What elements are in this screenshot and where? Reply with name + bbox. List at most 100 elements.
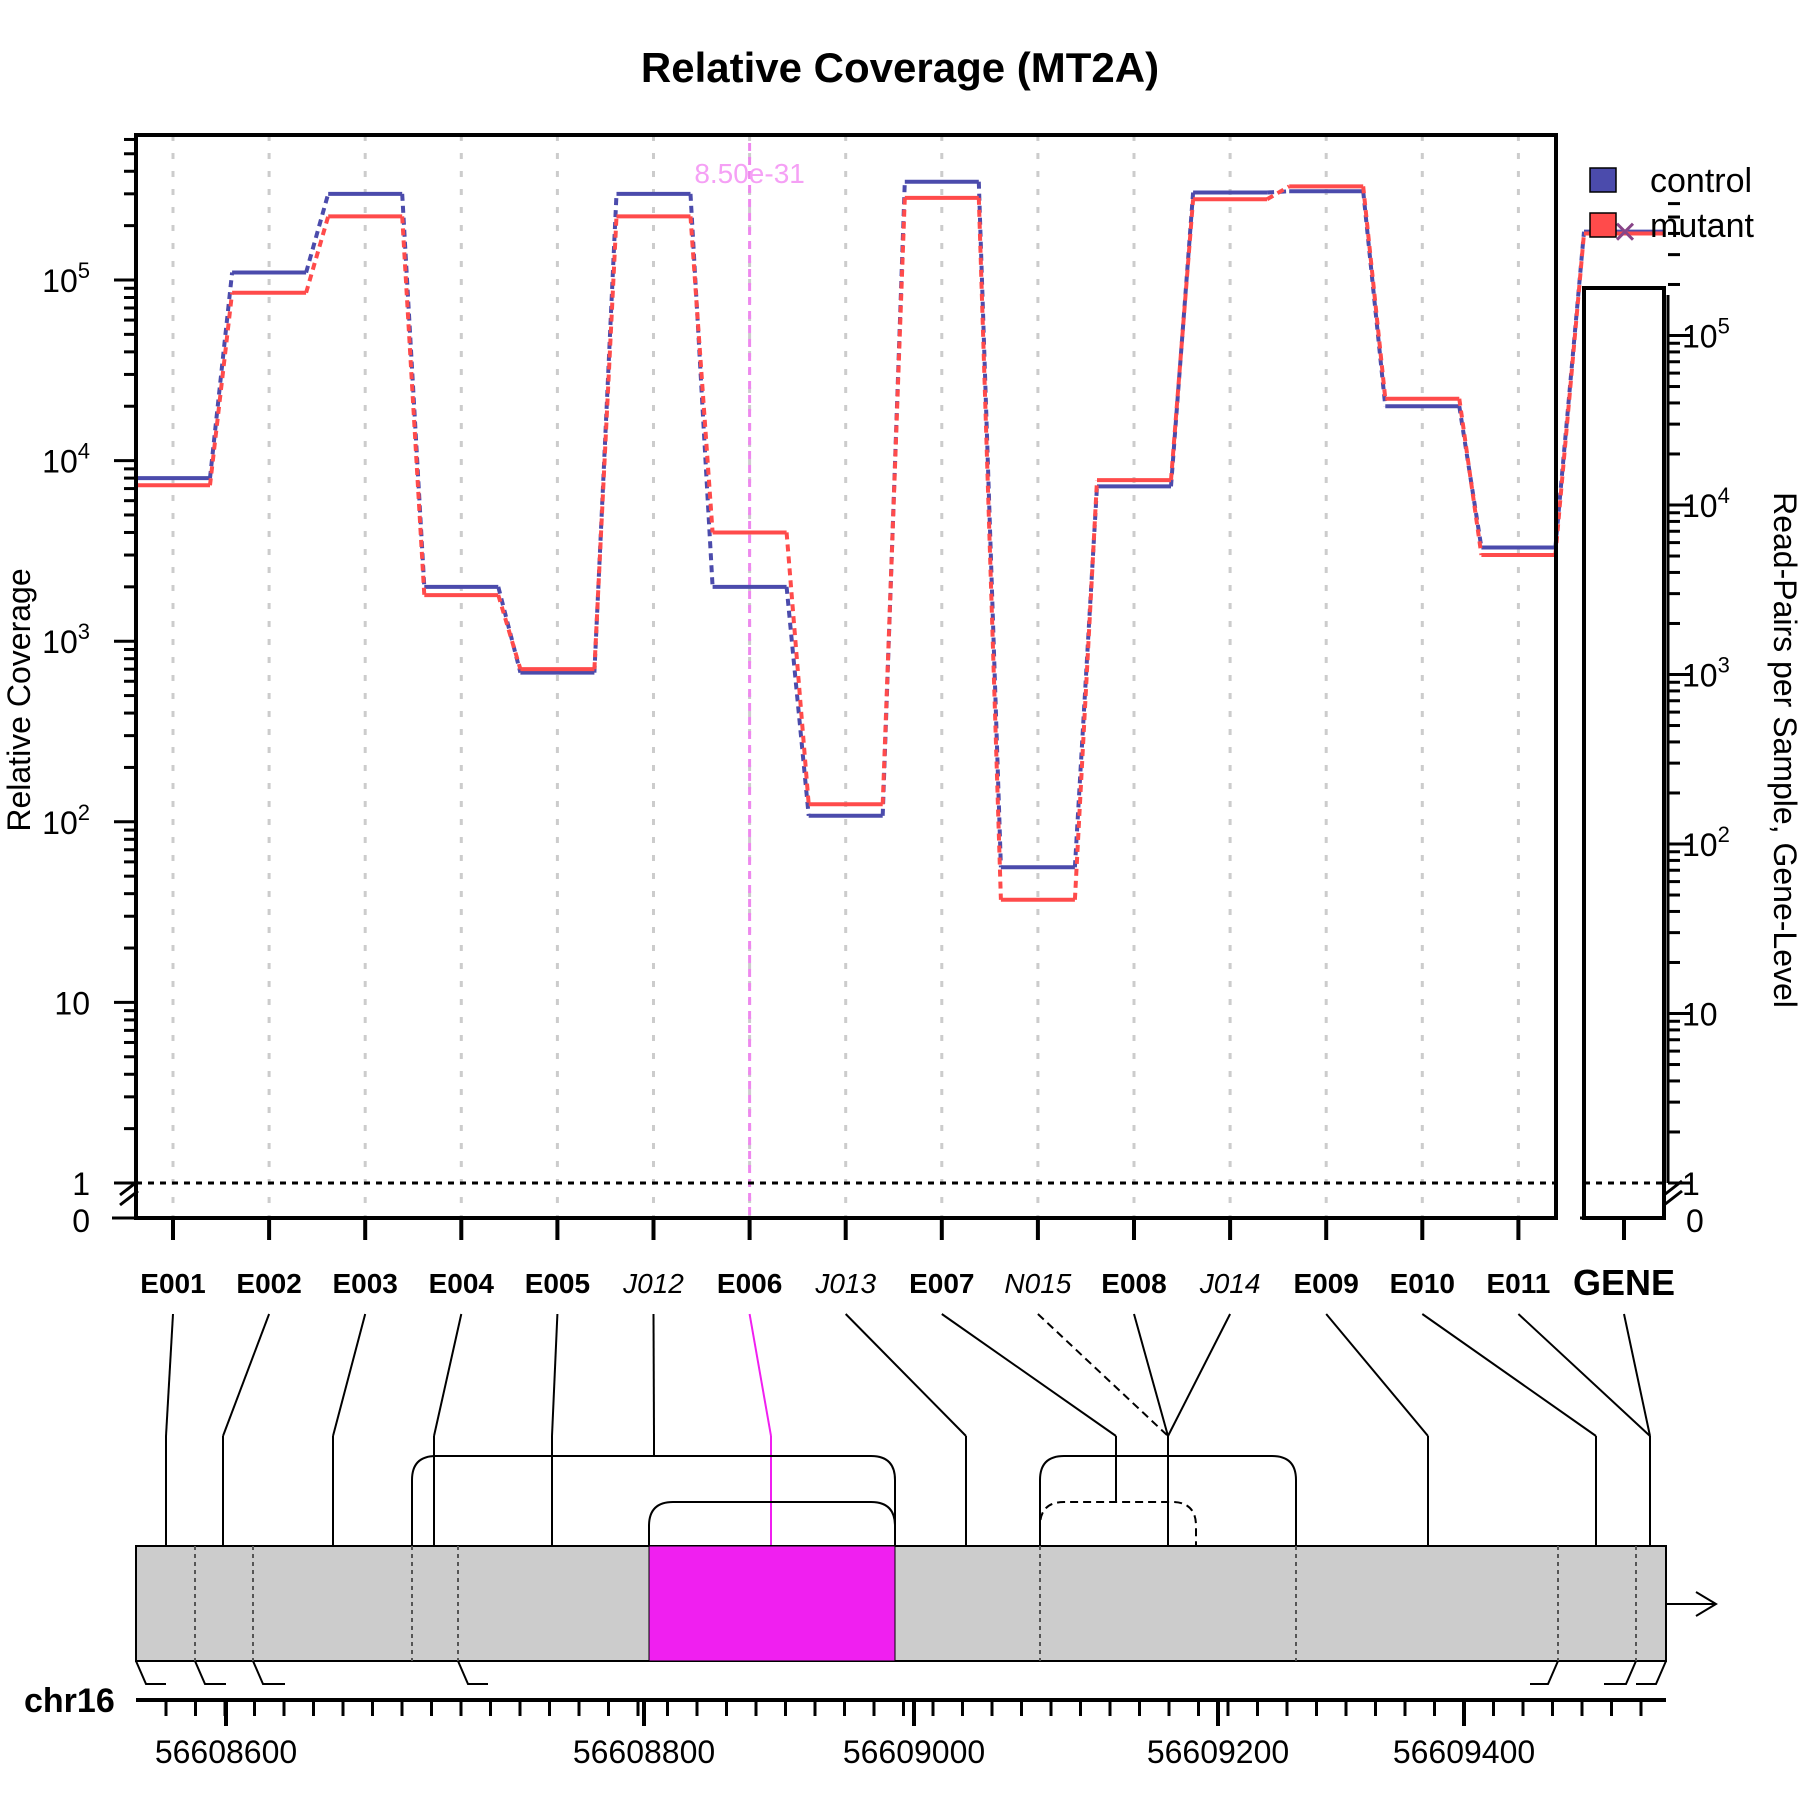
connector-E002 [222, 1313, 271, 1437]
mutant-connector [688, 216, 715, 533]
feature-connectors [165, 1313, 1651, 1546]
junction-arc-J014 [1039, 1455, 1297, 1546]
genome-tick-label: 56609400 [1393, 1734, 1535, 1770]
y-axis-label: Relative Coverage [1, 568, 37, 831]
feature-label-E003: E003 [332, 1268, 397, 1299]
gene-body [135, 1545, 1667, 1662]
segment-tick [135, 1660, 166, 1685]
feature-label-E011: E011 [1486, 1268, 1550, 1299]
connector-E008 [1133, 1313, 1169, 1437]
genome-tick-label: 56608800 [573, 1734, 715, 1770]
feature-label-E001: E001 [140, 1268, 205, 1299]
legend-swatch-control [1589, 167, 1617, 193]
genome-tick-label: 56609200 [1147, 1734, 1289, 1770]
connector-N015 [1037, 1313, 1169, 1437]
junction-arc-J013 [648, 1501, 896, 1546]
control-connector [1266, 189, 1290, 195]
feature-label-J014: J014 [1199, 1268, 1261, 1299]
connector-E010 [1421, 1313, 1597, 1437]
connector-E009 [1325, 1313, 1429, 1437]
y2-tick-label: 10 [1682, 997, 1718, 1033]
junction-arc-J012 [411, 1455, 896, 1546]
segment-tick [252, 1660, 285, 1685]
control-connector [208, 272, 235, 479]
connector-J014 [1167, 1313, 1231, 1437]
connector-E003 [332, 1313, 367, 1437]
chromosome-label: chr16 [24, 1682, 115, 1720]
y-tick-label: 104 [42, 439, 90, 480]
feature-label-E008: E008 [1101, 1268, 1166, 1299]
gene-marker [1615, 222, 1635, 241]
axis-break-mark [119, 1189, 139, 1207]
feature-label-E005: E005 [525, 1268, 590, 1299]
mutant-connector [592, 216, 619, 670]
gene-label: GENE [1573, 1262, 1675, 1303]
control-connector [784, 586, 811, 816]
mutant-connector [208, 292, 235, 486]
connector-J013 [844, 1313, 967, 1437]
mutant-connector [880, 197, 907, 805]
gene-level-panel: 1 10 102 103 104 105 0 [1580, 202, 1730, 1240]
feature-label-E010: E010 [1390, 1268, 1455, 1299]
y-tick-label: 10 [54, 985, 90, 1021]
feature-label-E004: E004 [429, 1268, 495, 1299]
segment-tick [457, 1660, 488, 1685]
chart-title: Relative Coverage (MT2A) [641, 44, 1159, 91]
y2-tick-exponent: 5 [1718, 314, 1730, 339]
connector-gene [1623, 1313, 1651, 1437]
y2-tick-label: 103 [1682, 653, 1730, 694]
axis-break-mark [1663, 1179, 1683, 1197]
feature-label-J013: J013 [814, 1268, 876, 1299]
connector-E001 [165, 1313, 174, 1437]
feature-label-E007: E007 [909, 1268, 974, 1299]
legend-label-mutant: mutant [1650, 207, 1754, 245]
mutant-connector [400, 216, 427, 596]
strand-arrow [1666, 1591, 1718, 1617]
y2-axis-label: Read-Pairs per Sample, Gene-Level [1767, 492, 1800, 1008]
main-plot-area: 8.50e-31 1 10 102 103 104 105 0 [42, 133, 1586, 1240]
feature-label-N015: N015 [1004, 1268, 1071, 1299]
genome-tick-label: 56608600 [155, 1734, 297, 1770]
mutant-connector [304, 215, 331, 294]
y-tick-label: 102 [42, 800, 90, 841]
y-tick-exponent: 5 [78, 258, 90, 283]
y2-tick-label: 1 [1682, 1166, 1700, 1202]
mutant-connector [784, 532, 811, 805]
genomic-coordinate-axis: chr16 56608600 56608800 56609000 56609200 566… [24, 1682, 1666, 1770]
legend-label-control: control [1650, 162, 1752, 200]
y-tick-label: 103 [42, 619, 90, 660]
feature-label-J012: J012 [622, 1268, 684, 1299]
y-tick-label: 105 [42, 258, 90, 299]
highlighted-exon [648, 1545, 896, 1662]
connector-E006 [748, 1313, 772, 1437]
segment-tick [1604, 1660, 1637, 1685]
control-connector [304, 193, 331, 274]
pvalue-label: 8.50e-31 [694, 158, 805, 189]
mutant-connector [976, 197, 1003, 900]
legend-swatch-mutant [1589, 212, 1617, 238]
segment-tick [194, 1660, 226, 1685]
connector-E007 [941, 1313, 1117, 1437]
feature-label-E006: E006 [717, 1268, 782, 1299]
segment-tick [1636, 1660, 1667, 1685]
control-connector [592, 193, 619, 673]
junction-arc-N015 [1039, 1501, 1197, 1546]
connector-E004 [433, 1313, 463, 1437]
y2-zero-label: 0 [1686, 1203, 1704, 1239]
mutant-connector [1072, 479, 1099, 900]
connector-E005 [551, 1313, 559, 1437]
y-tick-label: 1 [72, 1166, 90, 1202]
mutant-connector [1169, 199, 1196, 481]
mutant-connector [496, 594, 523, 670]
connector-E011 [1517, 1313, 1651, 1437]
feature-label-E009: E009 [1293, 1268, 1358, 1299]
y2-tick-label: 102 [1682, 822, 1730, 863]
gene-model-track [135, 1455, 1718, 1685]
y-tick-exponent: 2 [78, 800, 90, 825]
y2-tick-exponent: 2 [1718, 822, 1730, 847]
y2-tick-label: 105 [1682, 314, 1730, 355]
y-tick-exponent: 4 [78, 439, 90, 464]
axis-break-mark [119, 1179, 139, 1197]
mutant-connector [1266, 184, 1291, 201]
